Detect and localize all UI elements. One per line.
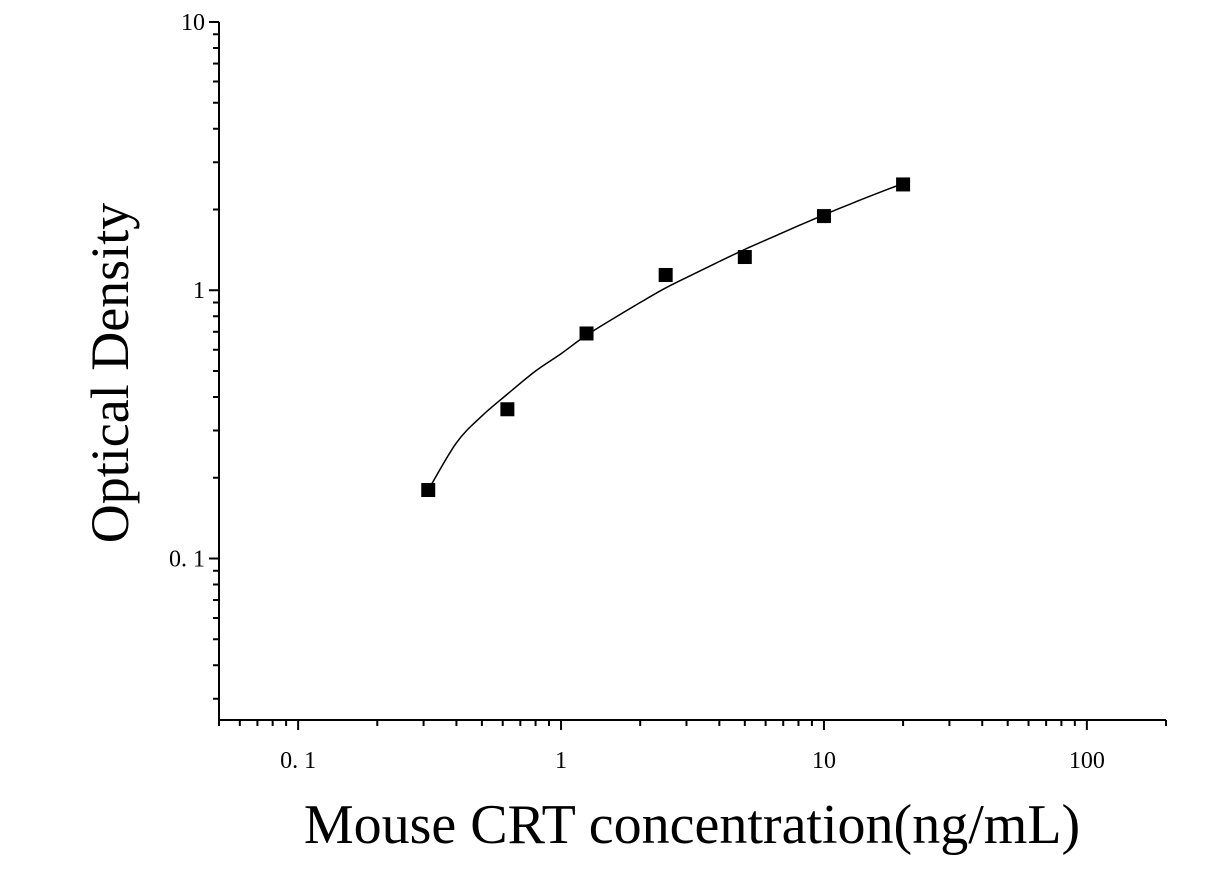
data-point [896, 177, 911, 192]
x-tick-label: 100 [1069, 748, 1105, 774]
x-tick-label: 10 [812, 748, 836, 774]
x-axis-title: Mouse CRT concentration(ng/mL) [304, 794, 1080, 856]
x-tick-label: 0. 1 [280, 748, 316, 774]
data-point [421, 483, 436, 498]
fit-curve-group [427, 182, 904, 491]
fit-curve-line [427, 182, 904, 491]
data-point [658, 267, 673, 282]
x-axis-ticks: 0. 1 1 10 100 [218, 720, 1167, 774]
data-point [816, 209, 831, 224]
data-points-group [421, 177, 911, 498]
data-point [500, 402, 515, 417]
axes: 0. 1 1 10 0. 1 1 10 100 [169, 10, 1167, 774]
y-tick-label: 1 [193, 278, 205, 304]
x-tick-label: 1 [555, 748, 567, 774]
y-tick-label: 0. 1 [169, 546, 205, 572]
y-tick-label: 10 [181, 10, 205, 36]
data-point [579, 326, 594, 341]
y-axis-ticks: 0. 1 1 10 [169, 10, 219, 700]
y-axis-title: Optical Density [80, 203, 140, 543]
data-point [737, 250, 752, 265]
